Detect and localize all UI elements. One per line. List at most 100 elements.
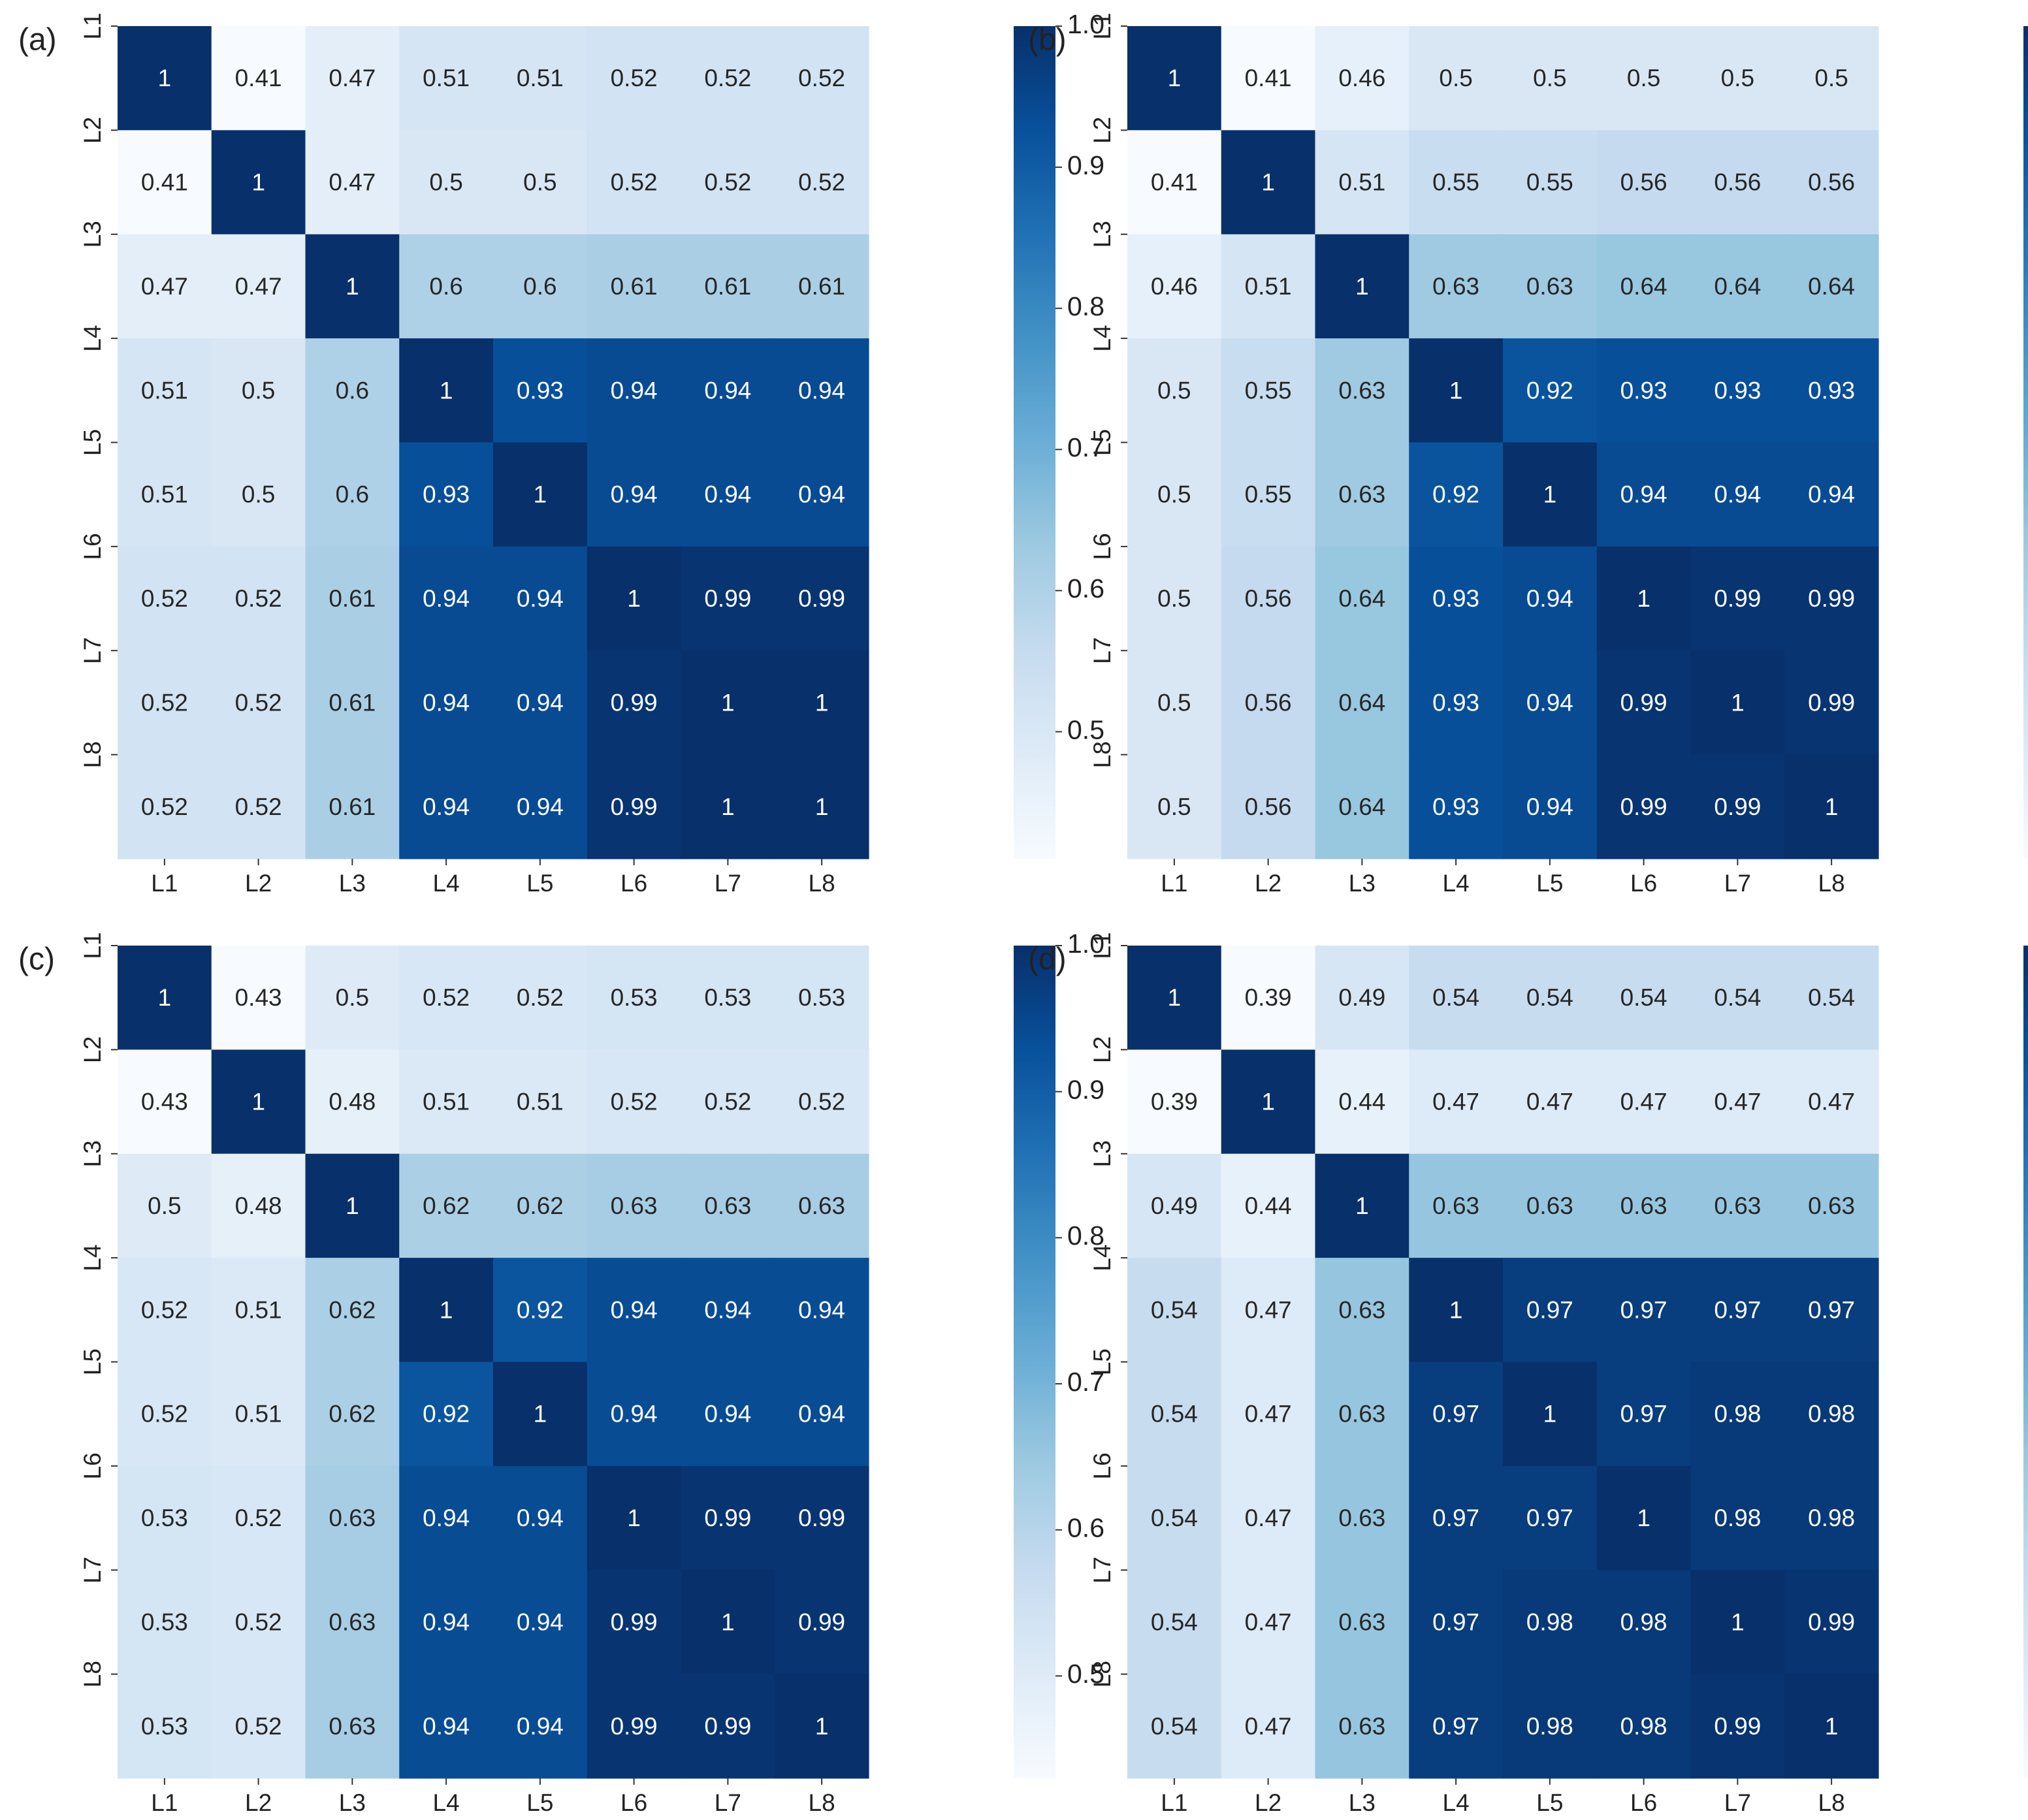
cell-value-label: 0.94 [517, 1505, 564, 1531]
heatmap-cell [305, 1049, 400, 1155]
cell-value-label: 0.5 [1439, 65, 1472, 91]
cell-value-label: 0.63 [1432, 1192, 1479, 1219]
heatmap-cell [681, 1465, 775, 1571]
heatmap-cell [1690, 234, 1785, 339]
cell-value-label: 1 [346, 1192, 359, 1219]
heatmap-cell [1503, 1465, 1598, 1571]
heatmap-cell [681, 130, 775, 235]
cell-value-label: 0.97 [1432, 1608, 1479, 1635]
cell-value-label: 0.64 [1338, 689, 1385, 716]
heatmap-cell [1596, 234, 1692, 339]
cell-value-label: 0.63 [798, 1192, 845, 1219]
heatmap-cell [587, 1153, 682, 1258]
y-tick-label: L3 [79, 221, 106, 247]
colorbar [1014, 946, 1055, 1778]
heatmap-cell [1127, 338, 1222, 443]
heatmap-cell [211, 946, 306, 1050]
cell-value-label: 1 [1355, 273, 1369, 300]
heatmap-cell [1690, 650, 1785, 756]
heatmap-cell [1503, 442, 1598, 547]
cell-value-label: 0.98 [1620, 1713, 1667, 1740]
heatmap-cell [399, 1570, 494, 1675]
y-tick-label: L5 [79, 429, 106, 456]
cell-value-label: 0.51 [423, 1089, 470, 1115]
heatmap-cell [118, 234, 212, 339]
heatmap-cell [1690, 1153, 1785, 1258]
cell-value-label: 0.52 [141, 793, 188, 820]
heatmap-cell [118, 1362, 212, 1467]
cell-value-label: 1 [815, 1713, 829, 1740]
cell-value-label: 0.97 [1714, 1296, 1761, 1323]
heatmap-cell [1221, 1258, 1316, 1363]
cell-value-label: 0.97 [1808, 1296, 1855, 1323]
y-tick-label: L8 [79, 1661, 106, 1687]
cell-value-label: 0.54 [1432, 984, 1479, 1011]
heatmap-cell [1690, 1570, 1785, 1675]
cell-value-label: 0.63 [1620, 1192, 1667, 1219]
cell-value-label: 0.55 [1245, 481, 1292, 508]
cell-value-label: 0.61 [798, 273, 845, 300]
cell-value-label: 0.5 [1627, 65, 1660, 91]
cell-value-label: 0.63 [611, 1192, 658, 1219]
cell-value-label: 0.49 [1338, 984, 1385, 1011]
heatmap-cell [1596, 1258, 1692, 1363]
colorbar-tick-label: 0.6 [1067, 1513, 1104, 1543]
heatmap-cell [1409, 546, 1504, 651]
cell-value-label: 0.94 [423, 1713, 470, 1740]
heatmap-cell [1784, 442, 1879, 547]
heatmap-cell [1127, 1049, 1222, 1155]
cell-value-label: 0.61 [704, 273, 751, 300]
cell-value-label: 0.5 [1157, 793, 1191, 820]
heatmap-cell [493, 130, 588, 235]
cell-value-label: 0.54 [1714, 984, 1761, 1011]
cell-value-label: 0.93 [1808, 377, 1855, 404]
heatmap-cell [1784, 754, 1879, 859]
cell-value-label: 0.52 [141, 1401, 188, 1428]
cell-value-label: 0.94 [1808, 481, 1855, 508]
cell-value-label: 0.47 [329, 169, 376, 196]
x-tick-label: L3 [1349, 870, 1376, 897]
heatmap-cell [681, 754, 775, 859]
heatmap-cell [1784, 1153, 1879, 1258]
y-tick-label: L1 [79, 12, 106, 39]
cell-value-label: 0.55 [1526, 169, 1573, 196]
cell-value-label: 0.63 [1338, 1505, 1385, 1531]
heatmap-cell [493, 1465, 588, 1571]
cell-value-label: 0.61 [329, 793, 376, 820]
cell-value-label: 0.52 [235, 1608, 282, 1635]
cell-value-label: 0.99 [798, 1505, 845, 1531]
y-tick-label: L4 [1089, 1245, 1116, 1271]
heatmap-cell [775, 130, 869, 235]
cell-value-label: 1 [534, 1401, 547, 1428]
heatmap-cell [1315, 754, 1409, 859]
heatmap-cell [305, 234, 400, 339]
cell-value-label: 0.52 [141, 1296, 188, 1323]
heatmap-cell [1221, 1153, 1316, 1258]
heatmap-cell [1503, 1570, 1598, 1675]
heatmap-cell [1221, 130, 1316, 235]
heatmap-cell [305, 546, 400, 651]
cell-value-label: 1 [346, 273, 359, 300]
heatmap-cell [587, 946, 682, 1050]
heatmap-cell [493, 234, 588, 339]
cell-value-label: 0.99 [1808, 1608, 1855, 1635]
cell-value-label: 0.64 [1808, 273, 1855, 300]
cell-value-label: 0.94 [611, 377, 658, 404]
cell-value-label: 0.52 [611, 65, 658, 91]
heatmap-cell [1315, 442, 1409, 547]
y-tick-label: L5 [79, 1349, 106, 1375]
colorbar-tick-label: 0.7 [1067, 1367, 1104, 1397]
cell-value-label: 0.5 [1157, 377, 1191, 404]
cell-value-label: 0.94 [798, 1296, 845, 1323]
heatmap-cell [1127, 1674, 1222, 1779]
cell-value-label: 0.53 [141, 1505, 188, 1531]
heatmap-cell [1127, 1465, 1222, 1571]
cell-value-label: 0.94 [611, 1401, 658, 1428]
x-tick-label: L4 [433, 870, 460, 897]
heatmap-cell [1690, 1362, 1785, 1467]
cell-value-label: 0.47 [329, 65, 376, 91]
cell-value-label: 0.61 [329, 585, 376, 612]
heatmap-cell [1221, 754, 1316, 859]
colorbar [1014, 26, 1055, 859]
colorbar [2023, 946, 2028, 1778]
